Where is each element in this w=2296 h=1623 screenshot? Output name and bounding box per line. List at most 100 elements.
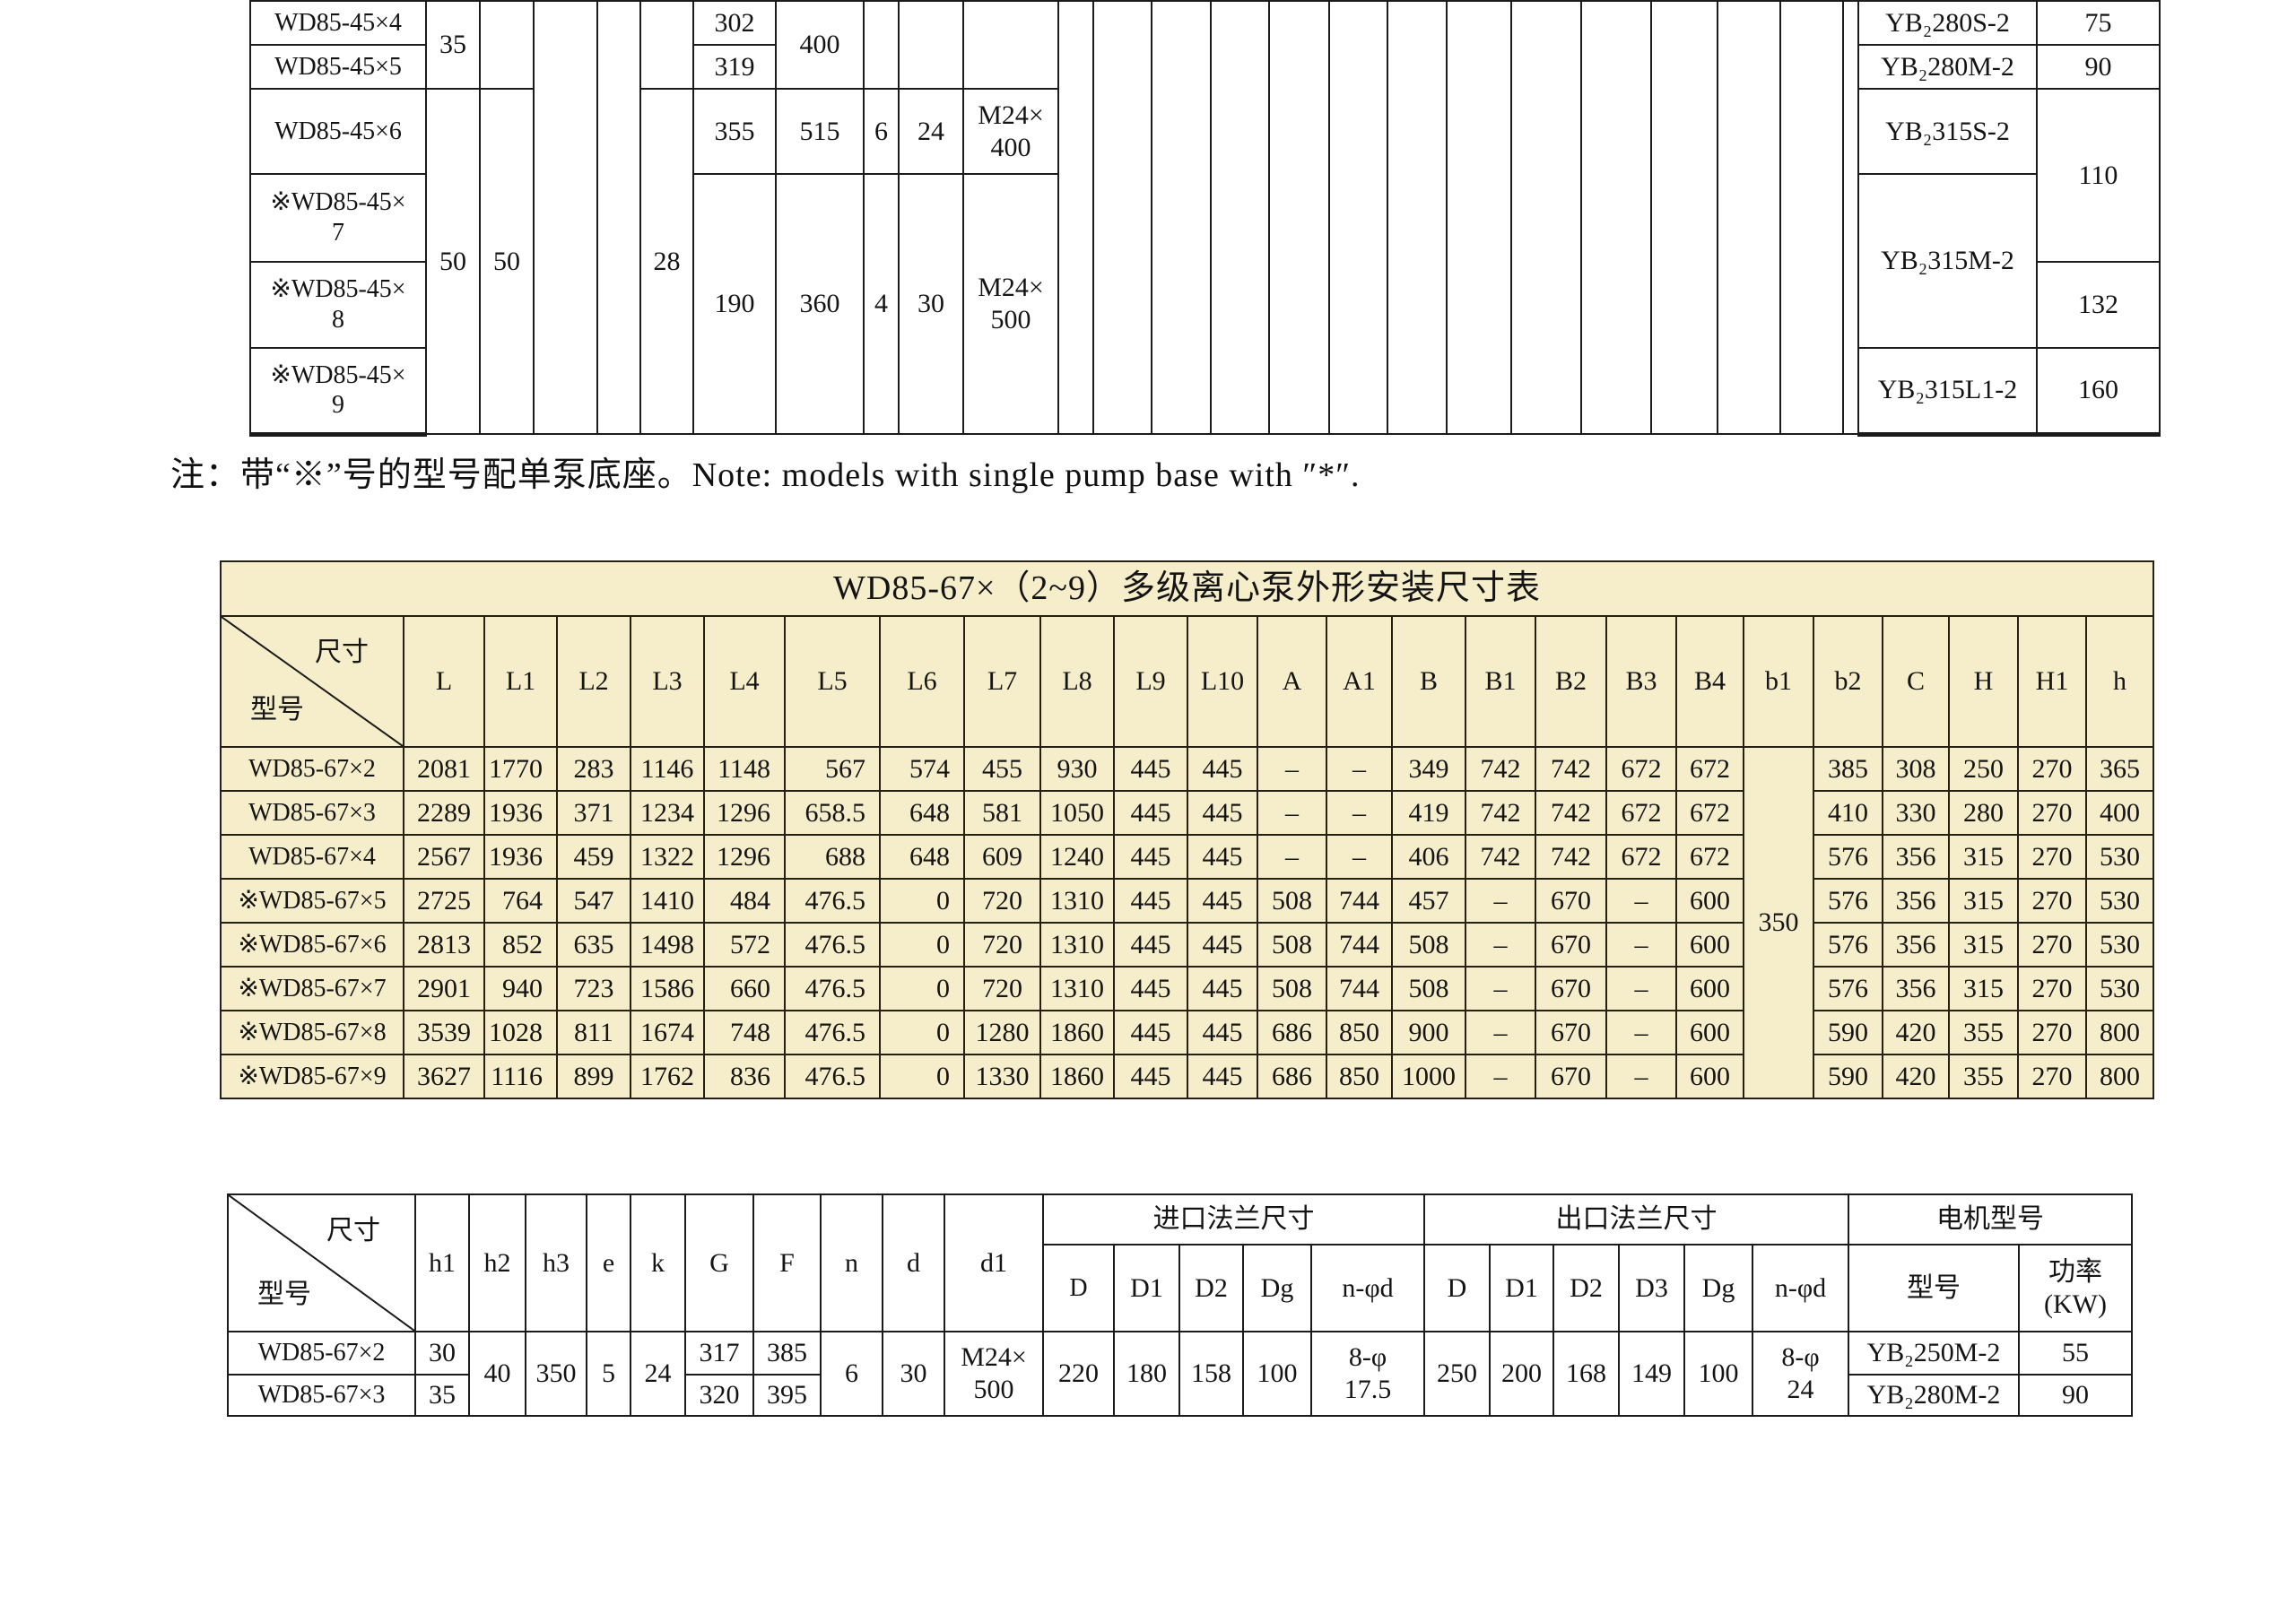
table-cell: B3 [1605,615,1677,748]
table-cell: 576 [1813,834,1883,880]
diag-label-bottom: 型号 [257,1280,311,1309]
table-cell: 5 [586,1331,631,1417]
table-cell: H [1948,615,2019,748]
table-cell: 250 [1948,746,2019,792]
table-cell: 250 [1423,1331,1491,1417]
table-cell: L10 [1187,615,1258,748]
table-cell: 658.5 [784,790,881,836]
table-cell: 1296 [703,834,786,880]
table-cell: 315 [1948,922,2019,968]
table-cell: 572 [703,922,786,968]
table-cell: 2901 [403,966,485,1011]
table-cell: 850 [1326,1054,1393,1099]
table-cell: 648 [879,834,965,880]
table-cell: 350 [525,1331,587,1417]
table-cell: 35 [414,1374,470,1417]
power-header: 功率 (KW) [2018,1244,2133,1332]
table-cell: 1860 [1039,1054,1115,1099]
table-cell: 355 [1948,1054,2019,1099]
table-cell: 6 [863,88,900,175]
table-cell: 270 [2017,966,2087,1011]
table-cell: 2289 [403,790,485,836]
diag-label-top: 尺寸 [326,1216,380,1245]
diag-label-bottom: 型号 [250,695,304,725]
table-cell: 270 [2017,922,2087,968]
table-cell: 445 [1187,834,1258,880]
table-cell: 445 [1187,1010,1258,1055]
table-cell: D3 [1618,1244,1685,1332]
table-cell: 270 [2017,834,2087,880]
table-cell: 600 [1675,878,1744,924]
table-cell: 476.5 [784,1010,881,1055]
table-cell: 445 [1113,1010,1188,1055]
model-cell: WD85-67×2 [227,1331,416,1376]
table-cell: 420 [1882,1010,1950,1055]
table-cell: 744 [1326,966,1393,1011]
table-cell: 283 [556,746,631,792]
table-cell: 158 [1178,1331,1244,1417]
footnote: 注：带“※”号的型号配单泵底座。Note: models with single… [170,456,1361,494]
table-cell: 670 [1535,1010,1607,1055]
table-cell: 1410 [630,878,705,924]
table-cell: M24× 500 [962,173,1059,435]
table-cell: 270 [2017,746,2087,792]
table-cell: 320 [684,1374,754,1417]
table-cell: 355 [692,88,777,175]
motor-model-cell: YB₂280S-2 [1857,0,2038,46]
table-cell: 371 [556,790,631,836]
table-cell: L4 [703,615,786,748]
model-cell: ※WD85-67×9 [220,1054,404,1099]
table-cell [1210,0,1270,435]
table-cell: d1 [944,1193,1044,1332]
table-cell: 0 [879,878,965,924]
table-cell: n-φd [1752,1244,1849,1332]
table-cell: n [820,1193,883,1332]
table-cell: 1148 [703,746,786,792]
table-cell: 360 [775,173,865,435]
table-cell: 515 [775,88,865,175]
table-cell: 445 [1113,922,1188,968]
table-cell: – [1605,878,1677,924]
table-cell: h2 [468,1193,526,1332]
table-cell: 1280 [963,1010,1041,1055]
table-cell: b2 [1813,615,1883,748]
table-cell: A1 [1326,615,1393,748]
table-cell: – [1257,746,1327,792]
table-cell: 0 [879,922,965,968]
table-cell: – [1465,878,1536,924]
table-cell: 1310 [1039,878,1115,924]
wd85-67-dimension-table: WD85-67×（2~9）多级离心泵外形安装尺寸表 尺寸 型号 L L1 L2 L3 L4 L5… [220,560,2154,1099]
table-cell: 600 [1675,1010,1744,1055]
table-cell: h1 [414,1193,470,1332]
model-cell: WD85-67×3 [220,790,404,836]
table-cell: 688 [784,834,881,880]
table-cell: 3539 [403,1010,485,1055]
table-cell: 672 [1675,834,1744,880]
table-cell: 365 [2085,746,2154,792]
table-cell: – [1605,1054,1677,1099]
table-cell: L8 [1039,615,1115,748]
table-cell: 270 [2017,1054,2087,1099]
table-cell: 476.5 [784,922,881,968]
table-cell: – [1465,966,1536,1011]
table-cell: 720 [963,966,1041,1011]
table-cell: L1 [483,615,558,748]
table-cell: 852 [483,922,558,968]
middle-table-title: WD85-67×（2~9）多级离心泵外形安装尺寸表 [220,560,2154,617]
table-cell: 2725 [403,878,485,924]
table-cell: M24× 400 [962,88,1059,175]
table-cell: 1586 [630,966,705,1011]
table-cell: 30 [882,1331,945,1417]
table-cell: 2813 [403,922,485,968]
table-cell: 315 [1948,834,2019,880]
table-cell: 484 [703,878,786,924]
table-cell [1580,0,1652,435]
table-cell: 1146 [630,746,705,792]
table-cell: 4 [863,173,900,435]
table-cell: 508 [1391,966,1466,1011]
table-cell: L [403,615,485,748]
table-cell: D [1042,1244,1115,1332]
inlet-flange-group-header: 进口法兰尺寸 [1042,1193,1425,1245]
table-cell [1092,0,1152,435]
table-cell: 530 [2085,966,2154,1011]
